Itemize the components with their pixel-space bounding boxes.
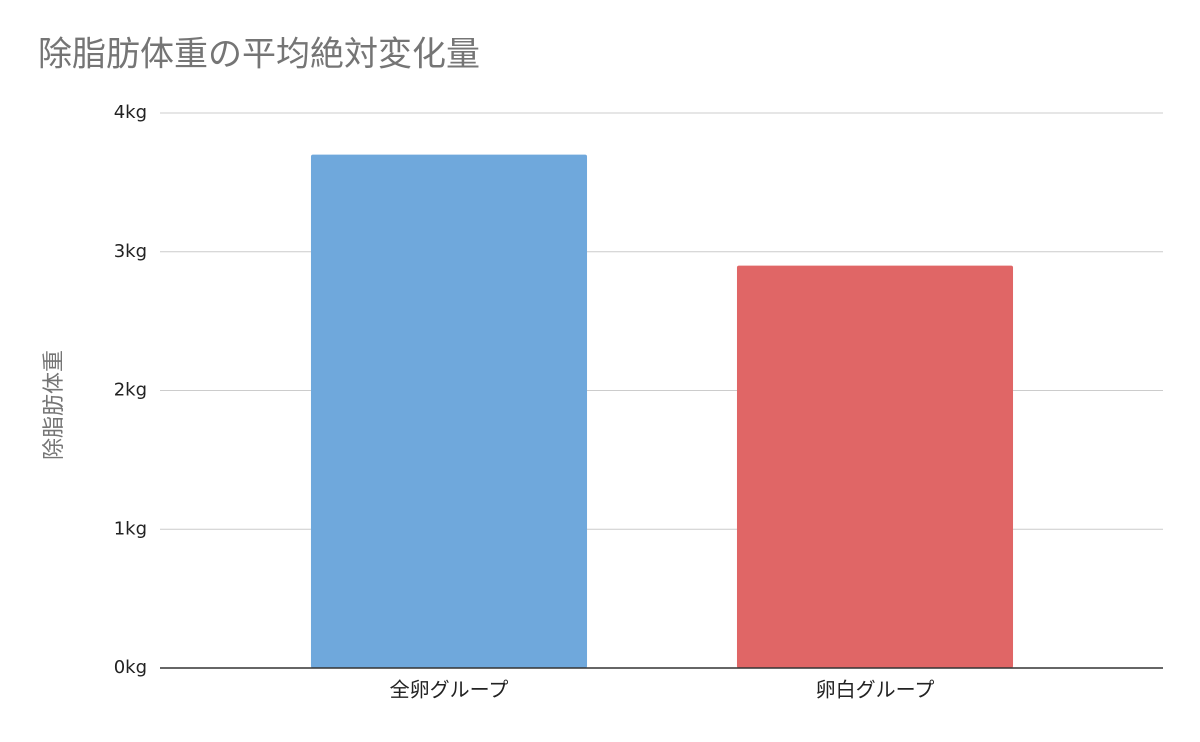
bar	[310, 154, 588, 668]
y-tick-label: 4kg	[114, 102, 147, 123]
y-tick-label: 0kg	[114, 657, 147, 678]
chart-title: 除脂肪体重の平均絶対変化量	[38, 35, 480, 75]
y-tick-label: 2kg	[114, 380, 147, 401]
y-tick-label: 1kg	[114, 518, 147, 539]
bar	[736, 265, 1014, 668]
x-tick-label: 卵白グループ	[816, 678, 935, 702]
y-axis-label: 除脂肪体重	[42, 350, 67, 460]
y-tick-label: 3kg	[114, 241, 147, 262]
x-tick-label: 全卵グループ	[390, 678, 509, 702]
